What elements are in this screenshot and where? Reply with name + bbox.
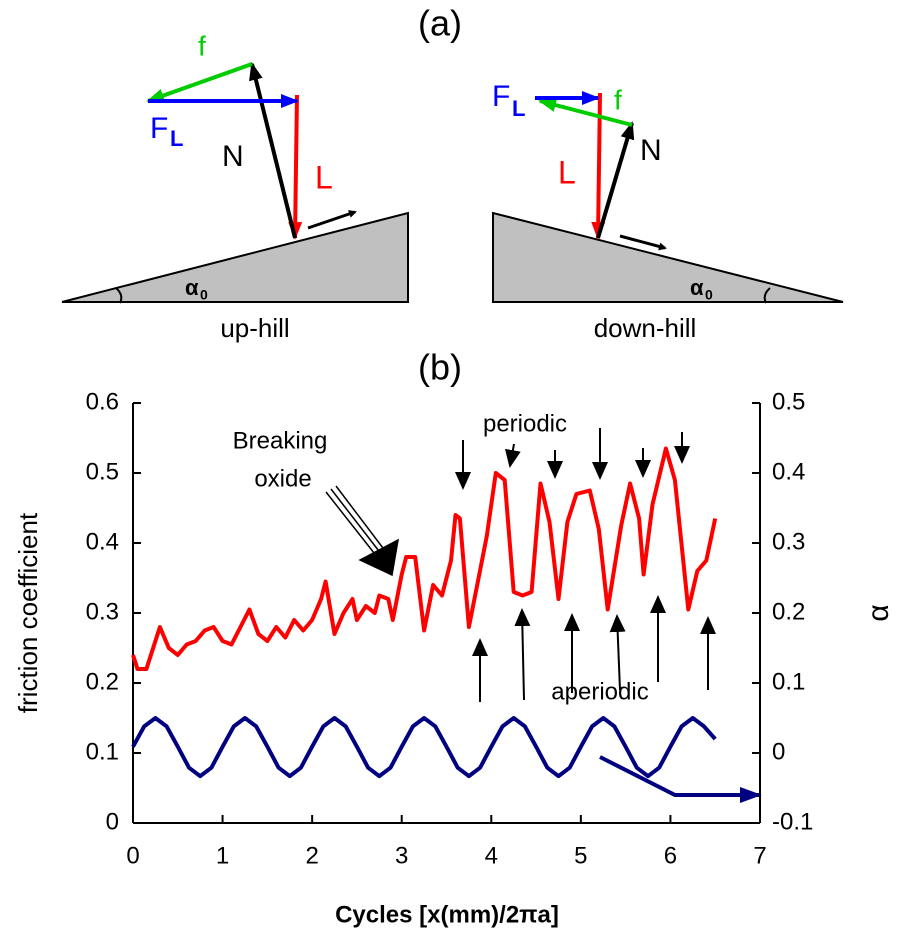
y2-tick-label: 0.3 [772, 528, 805, 555]
y-tick-label: 0.3 [86, 598, 119, 625]
friction-arrow [538, 98, 633, 127]
annotation: periodic [483, 410, 567, 437]
motion-arrow [307, 210, 357, 230]
y2-tick-label: 0.1 [772, 668, 805, 695]
angle-subscript: 0 [705, 287, 713, 303]
y-tick-label: 0.4 [86, 528, 119, 555]
aperiodic-arrows [472, 595, 716, 702]
data-line [131, 446, 718, 671]
fl-label: F [492, 80, 510, 113]
f-label: f [614, 84, 622, 115]
caption: down-hill [594, 313, 697, 343]
x-tick-label: 6 [664, 842, 677, 869]
f-label: f [198, 30, 206, 61]
x-tick-label: 3 [395, 842, 408, 869]
caption: up-hill [220, 313, 289, 343]
y-tick-label: 0.1 [86, 738, 119, 765]
fl-subscript: L [170, 126, 183, 151]
y-tick-label: 0.2 [86, 668, 119, 695]
annotation: aperiodic [551, 678, 648, 705]
x-tick-label: 4 [485, 842, 498, 869]
incline [61, 211, 409, 303]
annotation: Breaking [233, 427, 328, 454]
y2-tick-label: 0.5 [772, 388, 805, 415]
y-axis-label: friction coefficient [13, 512, 43, 713]
y2-tick-label: 0 [772, 738, 785, 765]
lift-arrow [288, 94, 303, 240]
y2-tick-label: 0.2 [772, 598, 805, 625]
data-line [131, 716, 717, 779]
panel-label: (a) [418, 3, 462, 44]
y-tick-label: 0 [106, 808, 119, 835]
y2-tick-label: -0.1 [772, 808, 813, 835]
x-axis-label: Cycles [x(mm)/2πa] [335, 901, 559, 928]
periodic-arrows [455, 428, 690, 490]
normal-arrow [596, 121, 635, 239]
y2-axis-label: α [862, 604, 895, 621]
panel-label: (b) [418, 347, 462, 388]
x-tick-label: 1 [216, 842, 229, 869]
annotation: oxide [254, 465, 311, 492]
x-tick-label: 0 [126, 842, 139, 869]
angle-subscript: 0 [200, 287, 208, 303]
axis-pointer [599, 755, 762, 803]
y-tick-label: 0.5 [86, 458, 119, 485]
diagram-a: (a) α 0 up-hill f F L N L α 0 down-hill … [61, 3, 844, 343]
x-tick-label: 7 [753, 842, 766, 869]
x-tick-label: 5 [574, 842, 587, 869]
normal-arrow [249, 62, 297, 239]
y-tick-label: 0.6 [86, 388, 119, 415]
fl-label: F [150, 112, 168, 145]
angle-label: α [690, 275, 704, 300]
l-label: L [558, 154, 576, 190]
motion-arrow [619, 234, 667, 251]
angle-arc [115, 287, 123, 304]
chart-b: (b) Cycles [x(mm)/2πa] friction coeffici… [13, 347, 895, 929]
n-label: N [640, 134, 662, 167]
y2-tick-label: 0.4 [772, 458, 805, 485]
incline [492, 211, 844, 303]
angle-label: α [185, 275, 199, 300]
angle-arc [763, 287, 771, 304]
fl-subscript: L [512, 96, 525, 121]
x-tick-label: 2 [305, 842, 318, 869]
friction-arrow [146, 62, 253, 103]
n-label: N [222, 140, 244, 173]
l-label: L [315, 159, 333, 195]
breaking-arrow [325, 485, 399, 577]
